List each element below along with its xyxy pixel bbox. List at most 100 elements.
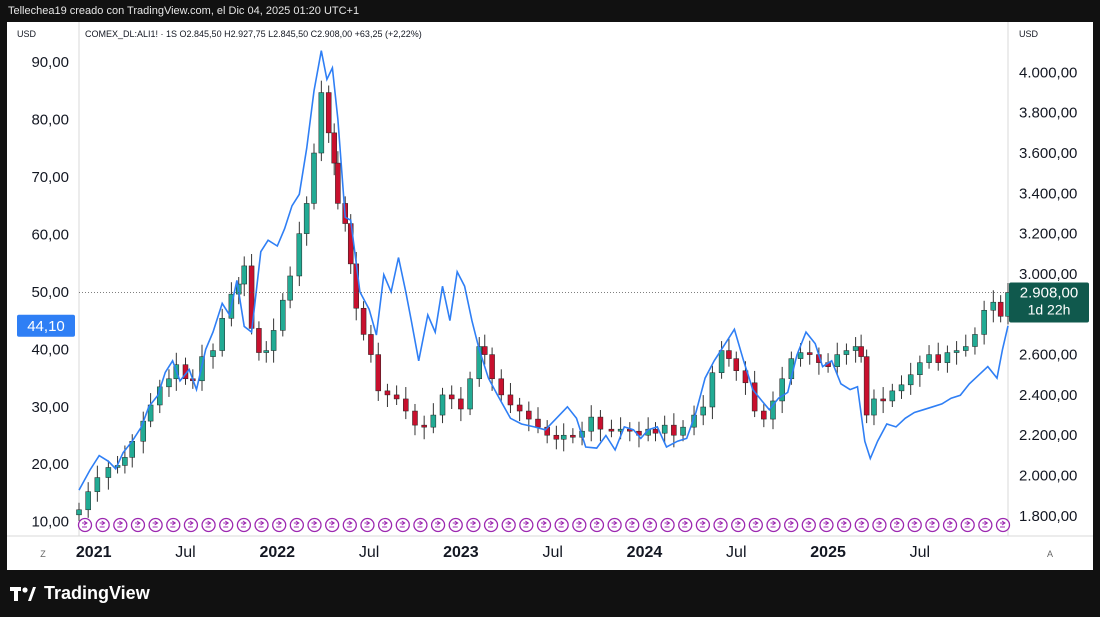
event-marker[interactable] (695, 517, 711, 533)
event-marker[interactable] (607, 517, 622, 533)
event-marker[interactable] (625, 517, 640, 533)
event-marker[interactable] (942, 517, 958, 533)
candle-body (368, 334, 374, 355)
candle-body (210, 350, 216, 357)
candle-body (852, 346, 859, 351)
event-marker-icon (152, 520, 159, 528)
event-marker[interactable] (360, 517, 375, 533)
event-marker[interactable] (801, 517, 816, 533)
event-marker[interactable] (395, 517, 410, 533)
event-marker[interactable] (219, 517, 234, 533)
event-marker[interactable] (325, 517, 340, 533)
event-marker[interactable] (413, 517, 428, 533)
event-marker[interactable] (589, 517, 605, 533)
event-marker[interactable] (960, 517, 975, 533)
event-marker[interactable] (836, 517, 852, 533)
event-marker-icon (329, 520, 336, 528)
event-marker[interactable] (95, 517, 110, 533)
chart-svg[interactable]: USD USD COMEX_DL:ALI1! · 1S O2.845,50 H2… (7, 22, 1093, 570)
symbol-legend: COMEX_DL:ALI1! · 1S O2.845,50 H2.927,75 … (85, 29, 422, 39)
candle-body (709, 372, 716, 408)
event-marker[interactable] (678, 517, 693, 533)
candle-body (981, 309, 987, 335)
candle-body (353, 263, 359, 309)
event-marker[interactable] (148, 517, 163, 533)
time-axis-label: Jul (542, 544, 562, 561)
event-marker[interactable] (166, 517, 181, 533)
auto-scale-a-button[interactable]: A (1047, 549, 1053, 559)
event-marker[interactable] (748, 517, 763, 533)
event-marker[interactable] (272, 517, 287, 533)
event-marker[interactable] (113, 517, 128, 533)
candle-body (907, 374, 914, 386)
left-axis-unit: USD (17, 29, 37, 39)
event-marker-icon (646, 520, 653, 528)
event-marker-icon (629, 520, 636, 528)
event-marker[interactable] (819, 517, 834, 533)
event-marker[interactable] (889, 517, 905, 533)
event-marker-icon (205, 520, 212, 528)
event-markers (77, 517, 1011, 533)
event-marker[interactable] (448, 517, 463, 533)
event-marker[interactable] (254, 517, 269, 533)
event-marker[interactable] (907, 517, 922, 533)
event-marker-icon (488, 520, 494, 528)
event-marker-icon (770, 520, 777, 528)
candle-body (122, 457, 128, 466)
event-marker[interactable] (872, 517, 887, 533)
candle-body (843, 350, 850, 355)
event-marker[interactable] (925, 517, 940, 533)
event-marker[interactable] (77, 517, 93, 533)
time-axis-labels: 2021 Jul 2022 Jul 2023 Jul 2024 Jul 2025 Jul (76, 544, 930, 561)
event-marker[interactable] (377, 517, 393, 533)
price-candles (76, 80, 1011, 521)
candle-body (270, 330, 277, 351)
event-marker[interactable] (995, 517, 1011, 533)
event-marker[interactable] (236, 517, 252, 533)
candle-body (797, 352, 804, 359)
event-marker[interactable] (554, 517, 569, 533)
event-marker-icon (99, 520, 106, 528)
event-marker[interactable] (201, 517, 216, 533)
event-marker[interactable] (289, 517, 304, 533)
event-marker[interactable] (342, 517, 357, 533)
event-marker[interactable] (466, 517, 481, 533)
right-tick-label: 2.400,00 (1019, 387, 1077, 404)
event-marker[interactable] (519, 517, 534, 533)
event-marker[interactable] (766, 517, 781, 533)
candle-body (76, 509, 82, 516)
tradingview-logo-icon (10, 586, 36, 601)
footer-logo[interactable]: TradingView (10, 583, 150, 604)
event-marker-icon (452, 520, 459, 528)
timezone-z-button[interactable]: Z (40, 549, 46, 559)
candle-body (296, 233, 303, 277)
event-marker[interactable] (713, 517, 728, 533)
event-marker[interactable] (183, 517, 199, 533)
event-marker[interactable] (430, 517, 446, 533)
event-marker-icon (788, 520, 795, 528)
candle-body (608, 428, 615, 432)
event-marker[interactable] (501, 517, 516, 533)
event-marker[interactable] (978, 517, 993, 533)
event-marker[interactable] (642, 517, 658, 533)
event-marker[interactable] (130, 517, 146, 533)
left-axis-panel (7, 22, 79, 536)
event-marker-icon (1000, 520, 1006, 528)
event-marker[interactable] (784, 517, 799, 533)
candle-body (335, 162, 341, 204)
candle-body (761, 410, 767, 420)
candle-body (834, 354, 841, 367)
event-marker[interactable] (536, 517, 552, 533)
event-marker-icon (346, 520, 353, 528)
event-marker[interactable] (572, 517, 587, 533)
candle-body (889, 390, 896, 402)
event-marker[interactable] (307, 517, 322, 533)
event-marker-icon (117, 520, 124, 528)
event-marker[interactable] (660, 517, 675, 533)
candle-body (360, 307, 367, 335)
event-marker[interactable] (854, 517, 869, 533)
candle-body (898, 384, 905, 392)
event-marker[interactable] (483, 517, 499, 533)
candle-body (963, 346, 969, 351)
event-marker[interactable] (731, 517, 746, 533)
